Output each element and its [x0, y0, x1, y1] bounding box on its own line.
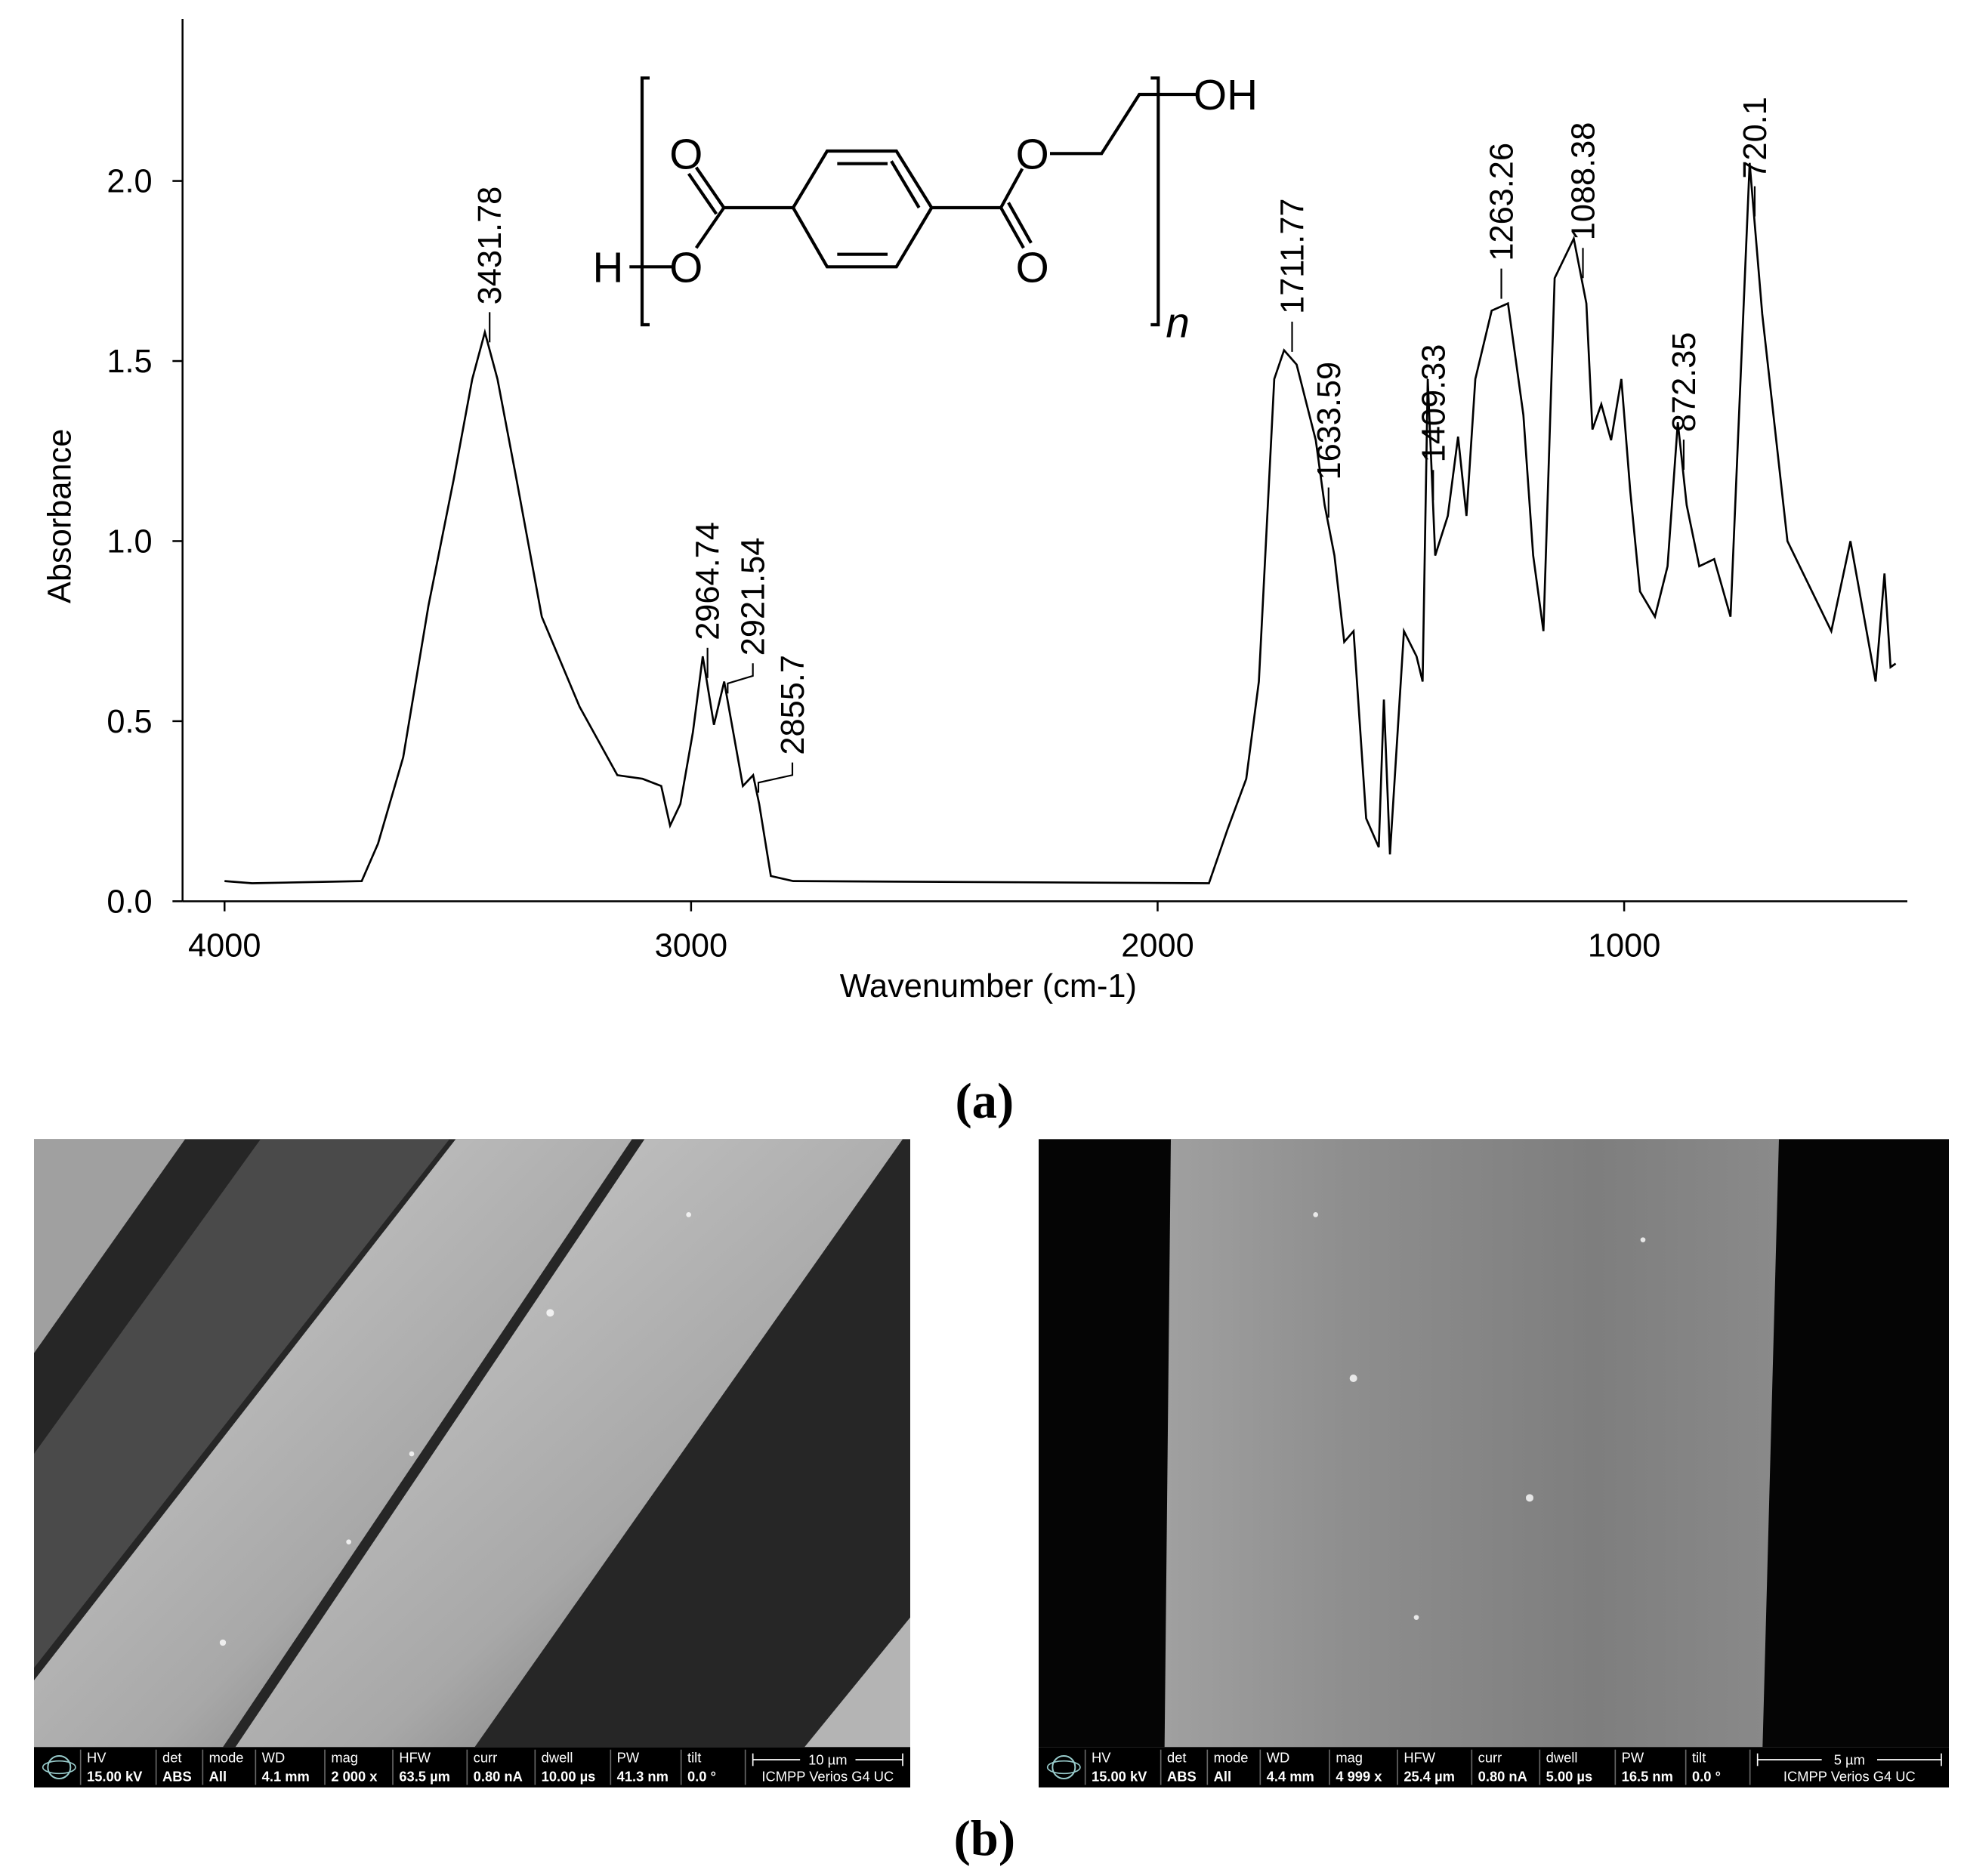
field-value: ABS: [1167, 1768, 1197, 1784]
field-name: dwell: [1546, 1749, 1578, 1765]
structure: [629, 76, 1197, 327]
field-value: 15.00 kV: [1092, 1768, 1147, 1784]
y-tick-label: 1.5: [107, 344, 152, 380]
field-name: mag: [331, 1749, 358, 1765]
field-name: tilt: [687, 1749, 701, 1765]
field-value: 4.1 mm: [262, 1768, 310, 1784]
field-value: 2 000 x: [331, 1768, 378, 1784]
field-name: HV: [87, 1749, 107, 1765]
instrument: ICMPP Verios G4 UC: [1783, 1768, 1916, 1784]
logo: [42, 1760, 76, 1775]
field-value: All: [1214, 1768, 1231, 1784]
field-name: HFW: [1404, 1749, 1435, 1765]
scale-label-bg: [1821, 1751, 1877, 1769]
right-ester: [931, 92, 1197, 249]
instrument: ICMPP Verios G4 UC: [761, 1768, 894, 1784]
field-value: All: [209, 1768, 227, 1784]
x-tick-label: 3000: [655, 928, 727, 964]
field-name: curr: [1478, 1749, 1502, 1765]
field-name: mode: [1214, 1749, 1249, 1765]
x-axis-label: Wavenumber (cm-1): [840, 968, 1137, 1004]
sem-image: [34, 1139, 911, 1748]
y-tick-label: 2.0: [107, 164, 152, 200]
field-value: 10.00 µs: [542, 1768, 596, 1784]
field-name: HFW: [399, 1749, 431, 1765]
logo: [47, 1754, 72, 1779]
field-name: dwell: [542, 1749, 573, 1765]
atom: H: [593, 244, 624, 292]
scale-label-bg: [800, 1751, 856, 1769]
peak-label: 1088.38: [1566, 122, 1602, 241]
peak-label: 1409.33: [1416, 344, 1452, 463]
field-value: 5.00 µs: [1546, 1768, 1593, 1784]
field-value: 25.4 µm: [1404, 1768, 1455, 1784]
field-value: 0.0 °: [687, 1768, 716, 1784]
y-axis-label: Absorbance: [42, 429, 78, 603]
field-name: det: [162, 1749, 181, 1765]
peak-label: 2855.7: [775, 655, 811, 755]
x-tick-label: 1000: [1588, 928, 1660, 964]
field-value: 41.3 nm: [617, 1768, 669, 1784]
field-value: ABS: [162, 1768, 192, 1784]
peak-label: 3431.78: [472, 187, 508, 305]
scale-label: 5 µm: [1834, 1752, 1865, 1768]
info-bar-bg: [1039, 1747, 1949, 1788]
field-name: det: [1167, 1749, 1186, 1765]
spectrum-line: [224, 162, 1897, 884]
peak-label: 2964.74: [690, 522, 727, 640]
sem-info-bar: HV 15.00 kV det ABS mode All WD 4.1 mm mag 2 000 …: [34, 1747, 911, 1788]
logo: [1051, 1754, 1076, 1779]
peak-label: 872.35: [1666, 332, 1703, 433]
field-name: curr: [474, 1749, 498, 1765]
peak-label: 2921.54: [736, 538, 772, 656]
info-bar-bg: [34, 1747, 911, 1788]
peak-leader: [757, 762, 794, 793]
field-value: 15.00 kV: [87, 1768, 143, 1784]
ring-double: [837, 160, 921, 256]
left-ester: [629, 166, 794, 269]
y-tick-label: 0.0: [107, 884, 152, 920]
field-name: PW: [1622, 1749, 1644, 1765]
atom: OH: [1194, 72, 1258, 119]
field-value: 0.80 nA: [1478, 1768, 1527, 1784]
x-tick-label: 2000: [1121, 928, 1194, 964]
y-tick-label: 1.0: [107, 523, 152, 560]
panel-label: (a): [955, 1074, 1014, 1129]
sem-image: [1039, 1139, 1949, 1748]
bracket: [640, 76, 1160, 327]
atom: O: [1016, 244, 1049, 292]
peak-label: 1711.77: [1275, 198, 1311, 313]
ring: [791, 149, 934, 269]
field-name: PW: [617, 1749, 640, 1765]
field-name: WD: [1267, 1749, 1290, 1765]
peak-leader: [727, 663, 754, 694]
field-value: 4.4 mm: [1267, 1768, 1314, 1784]
atom: O: [1016, 131, 1049, 178]
sem-info-bar: HV 15.00 kV det ABS mode All WD 4.4 mm mag 4 999 …: [1039, 1747, 1949, 1788]
x-tick-label: 4000: [188, 928, 261, 964]
field-value: 0.80 nA: [474, 1768, 523, 1784]
field-name: tilt: [1692, 1749, 1706, 1765]
field-name: mag: [1336, 1749, 1363, 1765]
field-value: 0.0 °: [1692, 1768, 1721, 1784]
logo: [1046, 1760, 1081, 1775]
field-name: WD: [262, 1749, 286, 1765]
field-name: mode: [209, 1749, 244, 1765]
repeat-index: n: [1166, 300, 1190, 347]
peak-label: 720.1: [1737, 97, 1774, 178]
scale-label: 10 µm: [808, 1752, 847, 1768]
peak-label: 1263.26: [1484, 143, 1521, 261]
atom: O: [669, 131, 703, 178]
y-tick-label: 0.5: [107, 704, 152, 740]
panel-label: (b): [954, 1812, 1015, 1867]
field-name: HV: [1092, 1749, 1111, 1765]
atom: O: [669, 244, 703, 292]
field-value: 16.5 nm: [1622, 1768, 1673, 1784]
field-value: 4 999 x: [1336, 1768, 1382, 1784]
field-value: 63.5 µm: [399, 1768, 450, 1784]
peak-label: 1633.59: [1311, 362, 1348, 480]
